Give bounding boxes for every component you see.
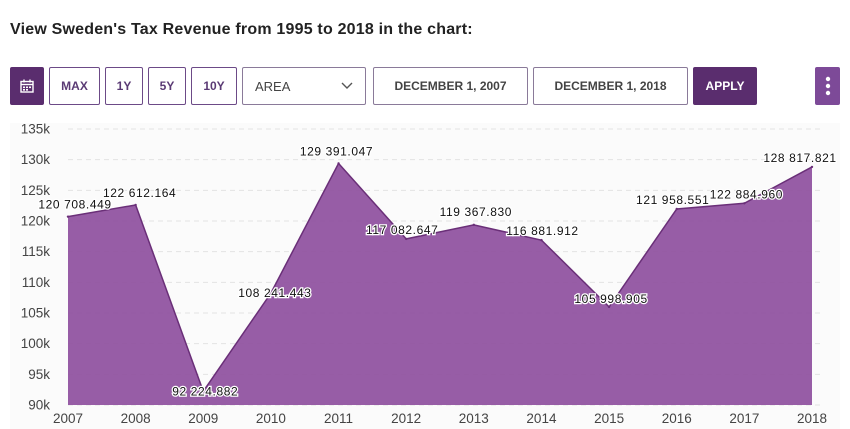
page-title: View Sweden's Tax Revenue from 1995 to 2… xyxy=(10,21,473,38)
data-label: 121 958.551 xyxy=(636,193,709,207)
data-label: 129 391.047 xyxy=(300,144,373,158)
y-tick-label: 95k xyxy=(28,367,50,382)
y-tick-label: 130k xyxy=(21,152,51,167)
x-tick-label: 2011 xyxy=(324,411,353,426)
y-tick-label: 120k xyxy=(21,214,51,229)
data-point xyxy=(540,238,543,242)
chart-type-select[interactable]: AREA xyxy=(242,67,366,105)
data-label: 122 884.960 xyxy=(710,187,783,201)
x-tick-label: 2010 xyxy=(256,411,286,426)
data-point xyxy=(810,165,814,169)
y-tick-label: 90k xyxy=(28,398,50,413)
data-label: 117 082.647 xyxy=(366,223,438,237)
data-point xyxy=(269,291,273,295)
x-tick-label: 2016 xyxy=(662,411,692,426)
data-point xyxy=(337,162,340,165)
y-tick-label: 110k xyxy=(22,275,51,290)
calendar-button[interactable] xyxy=(10,67,44,105)
calendar-icon xyxy=(20,79,34,93)
x-tick-label: 2017 xyxy=(729,411,759,426)
x-tick-label: 2013 xyxy=(459,411,489,426)
data-label: 122 612.164 xyxy=(103,186,176,200)
apply-button[interactable]: APPLY xyxy=(693,67,757,105)
data-point xyxy=(134,203,137,207)
tax-revenue-chart: 90k 95k 100k 105k 110k 115k 120k 125k 130k 135k 12… xyxy=(21,122,838,427)
data-point xyxy=(404,237,408,241)
y-tick-label: 105k xyxy=(21,306,51,321)
x-tick-label: 2007 xyxy=(53,411,83,426)
menu-button[interactable] xyxy=(815,67,840,105)
range-10y-button[interactable]: 10Y xyxy=(191,67,237,105)
y-tick-label: 115k xyxy=(22,244,51,259)
data-label: 120 708.449 xyxy=(38,198,111,212)
x-tick-label: 2009 xyxy=(188,411,218,426)
area-line xyxy=(67,162,813,393)
y-tick-label: 135k xyxy=(21,123,51,137)
x-tick-label: 2015 xyxy=(594,411,624,426)
kebab-menu-icon xyxy=(825,76,830,96)
data-label: 116 881.912 xyxy=(506,224,578,238)
data-label: 108 241.443 xyxy=(238,286,311,300)
data-point xyxy=(675,207,678,211)
range-1y-button[interactable]: 1Y xyxy=(105,67,143,105)
y-tick-label: 125k xyxy=(21,183,51,198)
end-date-field[interactable]: DECEMBER 1, 2018 xyxy=(533,67,688,105)
data-point xyxy=(607,305,611,309)
data-label: 92 224.882 xyxy=(172,384,238,398)
data-label: 128 817.821 xyxy=(763,151,836,165)
range-5y-button[interactable]: 5Y xyxy=(148,67,186,105)
data-label: 105 998.905 xyxy=(574,292,647,306)
data-point xyxy=(202,390,205,393)
data-label: 119 367.830 xyxy=(440,205,512,219)
chart-container: 90k 95k 100k 105k 110k 115k 120k 125k 130k 135k 12… xyxy=(10,122,840,429)
x-tick-label: 2018 xyxy=(797,411,827,426)
chart-type-value: AREA xyxy=(255,78,291,94)
y-tick-label: 100k xyxy=(21,336,51,351)
data-point xyxy=(472,223,476,227)
x-tick-label: 2012 xyxy=(391,411,421,426)
x-tick-label: 2014 xyxy=(526,411,557,426)
chevron-down-icon xyxy=(341,82,353,89)
range-max-button[interactable]: MAX xyxy=(49,67,100,105)
data-point xyxy=(743,202,746,205)
area-fill xyxy=(68,163,812,405)
start-date-field[interactable]: DECEMBER 1, 2007 xyxy=(373,67,528,105)
x-tick-label: 2008 xyxy=(121,411,151,426)
data-point xyxy=(66,215,70,218)
